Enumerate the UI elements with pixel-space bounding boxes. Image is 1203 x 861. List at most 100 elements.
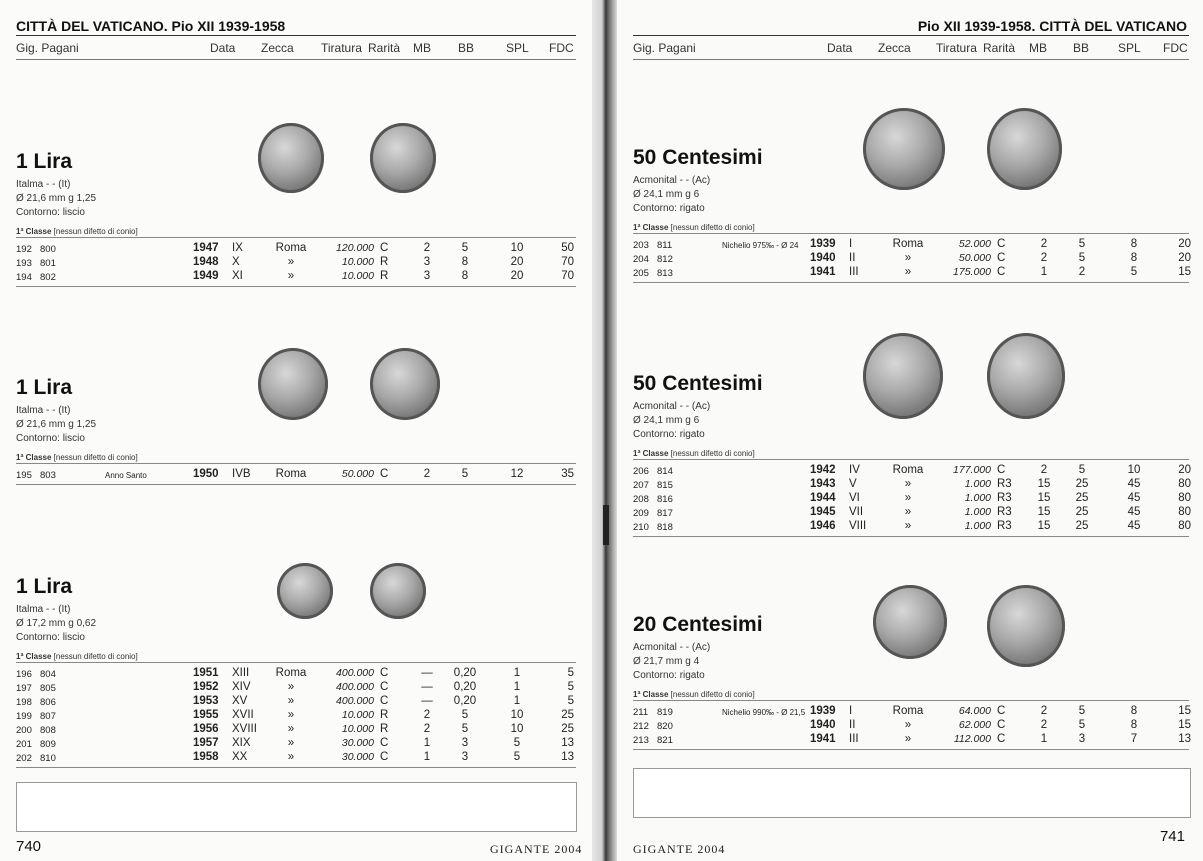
cell-bb: 3 [1078,733,1086,745]
coin-metal: Italma - - (It) [16,179,71,190]
col-data: Data [827,41,853,55]
cell-n1: 211 [633,707,649,718]
cell-bb: 8 [461,256,469,268]
cell-year: 1948 [193,256,219,268]
cell-zec: » [904,266,912,278]
cell-bb: 5 [461,468,469,480]
col-gig-pagani: Gig. Pagani [16,41,79,55]
cell-n1: 200 [16,725,32,736]
cell-year: 1939 [810,705,836,717]
coin-reverse-image [987,585,1065,667]
coin-metal: Acmonital - - (Ac) [633,642,711,653]
class-name: 1ª Classe [633,223,669,232]
class-name: 1ª Classe [633,690,669,699]
divider [16,662,576,663]
col-gig-pagani: Gig. Pagani [633,41,696,55]
cell-bb: 5 [461,723,469,735]
left-page: CITTÀ DEL VATICANO. Pio XII 1939-1958 Gi… [0,0,592,861]
cell-mb: — [421,695,433,707]
cell-tir: 1.000 [964,492,991,504]
divider [633,282,1189,283]
table-row: 203 811 Nichelio 975‰ - Ø 24 1939 I Roma 52.00… [617,238,1203,252]
col-rarita: Rarità [983,41,1016,55]
divider [16,35,576,36]
cell-n2: 818 [657,522,673,533]
coin-obverse-image [873,585,947,659]
cell-mb: 2 [1040,719,1048,731]
table-row: 194 802 1949 XI » 10.000 R 3 8 20 70 [0,270,592,284]
cell-n2: 816 [657,494,673,505]
cell-year: 1941 [810,733,836,745]
cell-tir: 1.000 [964,478,991,490]
cell-rom: XX [232,751,248,763]
cell-rar: R3 [997,520,1012,532]
cell-fdc: 80 [1178,520,1191,532]
cell-bb: 5 [1078,719,1086,731]
table-row: 206 814 1942 IV Roma 177.000 C 2 5 10 20 [617,464,1203,478]
cell-zec: Roma [275,667,307,679]
cell-n1: 199 [16,711,32,722]
cell-n1: 192 [16,244,32,255]
cell-rom: IVB [232,468,251,480]
cell-spl: 1 [513,667,521,679]
table-row: 208 816 1944 VI » 1.000 R3 15 25 45 80 [617,492,1203,506]
cell-tir: 30.000 [341,751,374,763]
coin-obverse-image [863,333,943,419]
cell-tir: 62.000 [958,719,991,731]
col-spl: SPL [506,41,529,55]
cell-spl: 8 [1130,252,1138,264]
cell-year: 1942 [810,464,836,476]
cell-rom: XIII [232,667,250,679]
cell-rar: C [380,468,389,480]
cell-year: 1955 [193,709,219,721]
coin-obverse-image [258,123,324,193]
cell-spl: 20 [510,256,524,268]
running-head: Pio XII 1939-1958. CITTÀ DEL VATICANO [917,18,1187,34]
col-tiratura: Tiratura [936,41,977,55]
divider [16,767,576,768]
cell-rom: XVIII [232,723,257,735]
col-mb: MB [1029,41,1047,55]
table-row: 200 808 1956 XVIII» 10.000 R 2 5 10 25 [0,723,592,737]
cell-year: 1956 [193,723,219,735]
cell-year: 1953 [193,695,219,707]
cell-n2: 817 [657,508,673,519]
cell-tir: 30.000 [341,737,374,749]
table-row: 192 800 1947 IX Roma 120.000 C 2 5 10 50 [0,242,592,256]
cell-rar: C [380,242,389,254]
cell-mb: — [421,681,433,693]
cell-n1: 197 [16,683,32,694]
cell-n1: 202 [16,753,32,764]
coin-metal: Italma - - (It) [16,405,71,416]
cell-mb: 2 [423,723,431,735]
cell-fdc: 13 [561,751,574,763]
cell-n1: 201 [16,739,32,750]
col-rarita: Rarità [368,41,401,55]
cell-rom: VIII [849,520,867,532]
cell-zec: » [287,723,295,735]
cell-rar: R [380,270,389,282]
cell-rom: II [849,252,856,264]
class-note: [nessun difetto di conio] [670,690,755,699]
cell-year: 1940 [810,252,836,264]
cell-note: Anno Santo [105,471,147,480]
cell-spl: 10 [510,242,524,254]
cell-zec: Roma [892,238,924,250]
cell-year: 1940 [810,719,836,731]
cell-mb: 2 [1040,238,1048,250]
table-row: 197 805 1952 XIV » 400.000 C — 0,20 1 5 [0,681,592,695]
cell-fdc: 13 [1178,733,1191,745]
cell-tir: 400.000 [336,681,374,693]
cell-fdc: 20 [1178,238,1191,250]
coin-reverse-image [987,333,1065,419]
cell-mb: 3 [423,270,431,282]
col-bb: BB [458,41,475,55]
cell-rom: II [849,719,856,731]
coin-size: Ø 24,1 mm g 6 [633,189,700,200]
cell-n1: 196 [16,669,32,680]
cell-tir: 120.000 [336,242,374,254]
cell-rom: V [849,478,857,490]
cell-bb: 5 [1078,238,1086,250]
cell-rom: XV [232,695,248,707]
cell-fdc: 15 [1178,705,1191,717]
